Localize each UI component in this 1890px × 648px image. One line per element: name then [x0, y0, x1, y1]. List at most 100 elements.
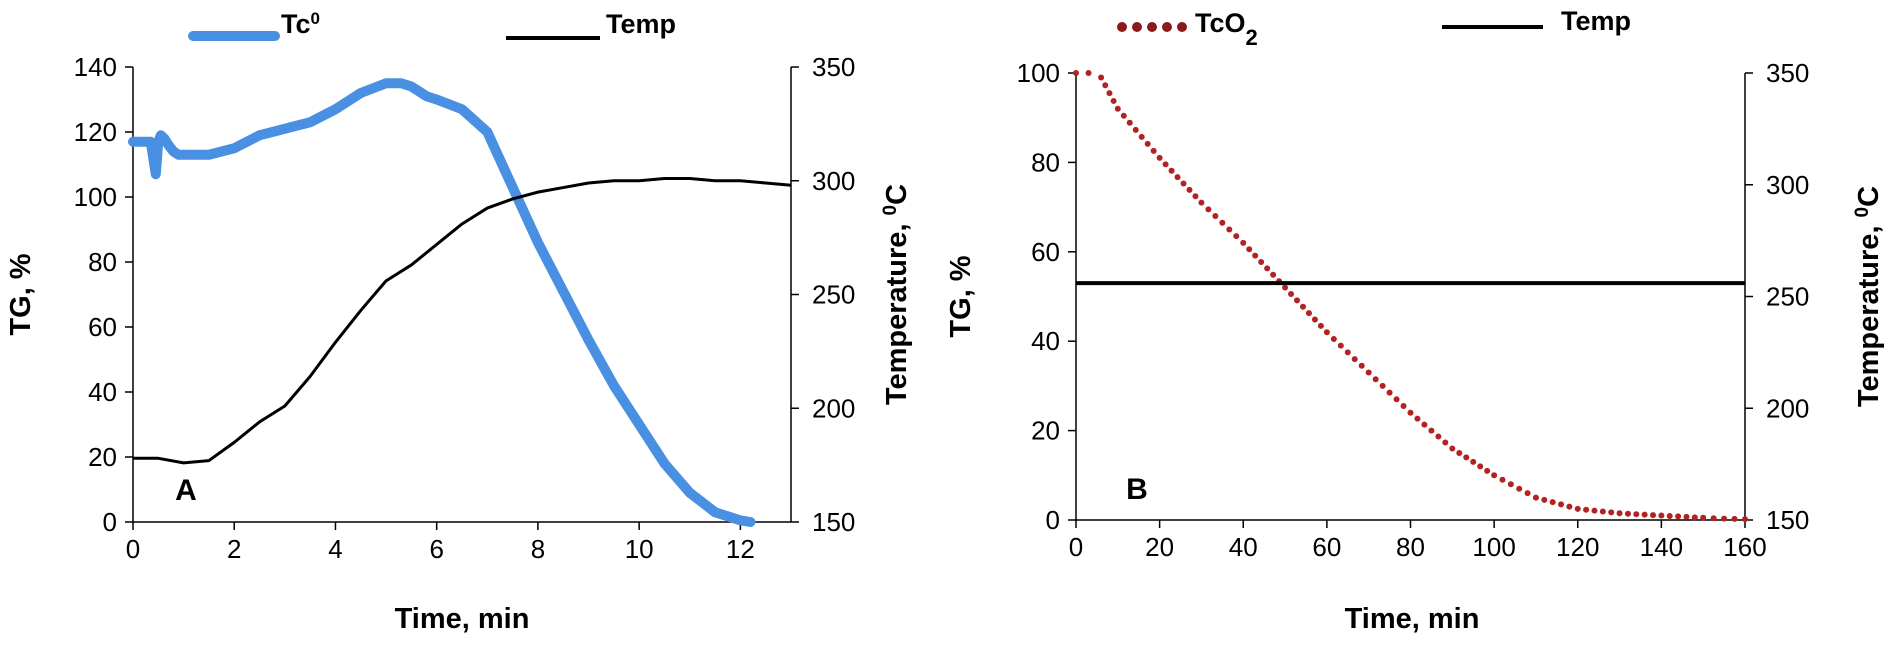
- data-point-tco2: [1133, 127, 1139, 133]
- data-point-tco2: [1600, 509, 1606, 515]
- data-point-tco2: [1359, 363, 1365, 369]
- data-point-tco2: [1127, 120, 1133, 126]
- data-point-tco2: [1408, 410, 1414, 416]
- data-point-tco2: [1258, 259, 1264, 265]
- data-point-tco2: [1732, 516, 1738, 522]
- data-point-tco2: [1650, 512, 1656, 518]
- data-point-tco2: [1345, 349, 1351, 355]
- x-tick-label: 60: [1312, 532, 1341, 562]
- x-tick-label: 80: [1396, 532, 1425, 562]
- data-point-tco2: [1541, 497, 1547, 503]
- data-point-tco2: [1491, 472, 1497, 478]
- y-axis-label-right-tail: C: [1853, 186, 1885, 207]
- data-point-tco2: [1181, 180, 1187, 186]
- y-tick-label-left: 0: [1046, 505, 1060, 535]
- data-point-tco2: [1151, 148, 1157, 154]
- x-tick-label: 40: [1229, 532, 1258, 562]
- data-point-tco2: [1098, 74, 1104, 80]
- x-axis-label: Time, min: [395, 603, 530, 635]
- x-tick-label: 100: [1472, 532, 1515, 562]
- data-point-tco2: [1633, 511, 1639, 517]
- data-point-tco2: [1282, 285, 1288, 291]
- data-point-tco2: [1449, 445, 1455, 451]
- data-point-tco2: [1102, 82, 1108, 88]
- data-point-tco2: [1219, 220, 1225, 226]
- data-point-tco2: [1312, 316, 1318, 322]
- y-axis-label-right-sup: 0: [1852, 207, 1873, 218]
- y-tick-label-left: 0: [103, 507, 117, 537]
- y-tick-label-left: 60: [1031, 237, 1060, 267]
- legend-label-1-main: TcO: [1195, 8, 1246, 38]
- y-tick-label-left: 100: [1017, 58, 1060, 88]
- data-point-tco2: [1470, 459, 1476, 465]
- legend-swatch-dot: [1132, 22, 1142, 32]
- data-point-tco2: [1658, 513, 1664, 519]
- data-point-tco2: [1115, 106, 1121, 112]
- data-point-tco2: [1192, 193, 1198, 199]
- x-axis-label: Time, min: [1345, 603, 1480, 635]
- legend-label-1: TcO2: [1195, 8, 1258, 50]
- y-axis-label-right-main: Temperature,: [881, 215, 913, 405]
- y-tick-label-left: 120: [74, 117, 117, 147]
- data-point-tco2: [1617, 510, 1623, 516]
- legend-swatch-dot: [1162, 22, 1172, 32]
- data-point-tco2: [1338, 343, 1344, 349]
- data-point-tco2: [1625, 511, 1631, 517]
- y-tick-label-right: 200: [1766, 393, 1809, 423]
- data-point-tco2: [1566, 504, 1572, 510]
- data-point-tco2: [1700, 515, 1706, 521]
- y-tick-label-left: 20: [88, 442, 117, 472]
- data-point-tco2: [1387, 390, 1393, 396]
- data-point-tco2: [1111, 98, 1117, 104]
- legend-label-1-sub: 2: [1246, 25, 1258, 50]
- y-tick-label-right: 150: [812, 507, 855, 537]
- data-point-tco2: [1163, 161, 1169, 167]
- data-point-tco2: [1591, 508, 1597, 514]
- data-point-tco2: [1106, 90, 1112, 96]
- x-tick-label: 6: [429, 534, 443, 564]
- data-point-tco2: [1583, 507, 1589, 513]
- x-tick-label: 160: [1723, 532, 1766, 562]
- y-axis-label-right-main: Temperature,: [1853, 217, 1885, 407]
- panel-label: A: [175, 474, 197, 507]
- y-axis-label-left: TG, %: [945, 255, 977, 337]
- data-point-tco2: [1550, 499, 1556, 505]
- y-axis-label-right: Temperature, 0C: [880, 184, 914, 405]
- data-point-tco2: [1711, 515, 1717, 521]
- x-tick-label: 8: [531, 534, 545, 564]
- data-point-tco2: [1667, 513, 1673, 519]
- legend-swatch-dot: [1117, 22, 1127, 32]
- data-point-tco2: [1675, 513, 1681, 519]
- data-point-tco2: [1608, 509, 1614, 515]
- y-axis-label-left: TG, %: [5, 253, 37, 335]
- data-point-tco2: [1198, 200, 1204, 206]
- legend-label-2: Temp: [1561, 6, 1631, 36]
- x-tick-label: 10: [625, 534, 654, 564]
- x-tick-label: 120: [1556, 532, 1599, 562]
- legend-swatch-dot: [1147, 22, 1157, 32]
- data-point-tco2: [1366, 369, 1372, 375]
- data-point-tco2: [1145, 141, 1151, 147]
- data-point-tco2: [1477, 463, 1483, 469]
- data-point-tco2: [1692, 514, 1698, 520]
- data-point-tco2: [1456, 450, 1462, 456]
- data-point-tco2: [1683, 514, 1689, 520]
- y-tick-label-right: 300: [812, 166, 855, 196]
- legend-swatch-dot: [1177, 22, 1187, 32]
- legend-label-1-main: Tc: [281, 9, 311, 39]
- x-tick-label: 0: [126, 534, 140, 564]
- data-point-tco2: [1226, 226, 1232, 232]
- data-point-tco2: [1525, 490, 1531, 496]
- data-point-tco2: [1086, 70, 1092, 76]
- data-point-tco2: [1252, 253, 1258, 259]
- data-point-tco2: [1463, 454, 1469, 460]
- legend-label-1: Tc0: [281, 9, 320, 40]
- data-point-tco2: [1421, 422, 1427, 428]
- data-point-tco2: [1373, 376, 1379, 382]
- data-point-tco2: [1558, 501, 1564, 507]
- series-line-temp: [133, 178, 791, 462]
- data-point-tco2: [1516, 486, 1522, 492]
- x-tick-label: 4: [328, 534, 342, 564]
